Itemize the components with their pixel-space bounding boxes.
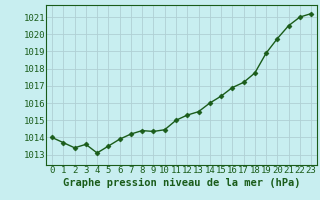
X-axis label: Graphe pression niveau de la mer (hPa): Graphe pression niveau de la mer (hPa) [63,178,300,188]
